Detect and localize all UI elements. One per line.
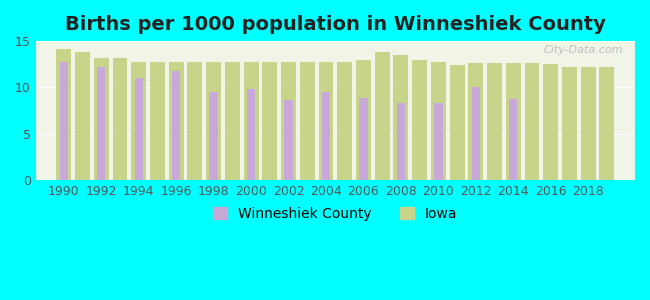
Bar (337, 61, 352, 180)
Bar (284, 100, 292, 180)
Bar (318, 61, 333, 180)
Bar (187, 61, 202, 180)
Bar (506, 63, 521, 180)
Bar (225, 61, 240, 180)
Bar (356, 60, 371, 180)
Bar (396, 103, 405, 180)
Bar (562, 67, 577, 180)
Bar (131, 61, 146, 180)
Bar (209, 92, 218, 180)
Bar (509, 99, 517, 180)
Bar (322, 92, 330, 180)
Bar (450, 65, 465, 180)
Bar (359, 98, 368, 180)
Bar (244, 61, 259, 180)
Bar (412, 60, 427, 180)
Text: City-Data.com: City-Data.com (543, 45, 623, 55)
Bar (300, 61, 315, 180)
Bar (169, 61, 184, 180)
Bar (469, 63, 484, 180)
Bar (206, 61, 221, 180)
Bar (263, 61, 278, 180)
Bar (112, 58, 127, 180)
Bar (135, 78, 143, 180)
Bar (75, 52, 90, 180)
Bar (580, 67, 595, 180)
Bar (543, 64, 558, 180)
Legend: Winneshiek County, Iowa: Winneshiek County, Iowa (208, 201, 463, 226)
Bar (393, 55, 408, 180)
Bar (431, 61, 446, 180)
Bar (599, 67, 614, 180)
Bar (472, 86, 480, 180)
Bar (487, 63, 502, 180)
Bar (172, 71, 181, 180)
Bar (57, 49, 72, 180)
Bar (94, 58, 109, 180)
Bar (150, 61, 165, 180)
Bar (525, 63, 540, 180)
Bar (247, 89, 255, 180)
Bar (374, 52, 390, 180)
Title: Births per 1000 population in Winneshiek County: Births per 1000 population in Winneshiek… (65, 15, 606, 34)
Bar (60, 61, 68, 180)
Bar (97, 67, 105, 180)
Bar (434, 103, 443, 180)
Bar (281, 61, 296, 180)
